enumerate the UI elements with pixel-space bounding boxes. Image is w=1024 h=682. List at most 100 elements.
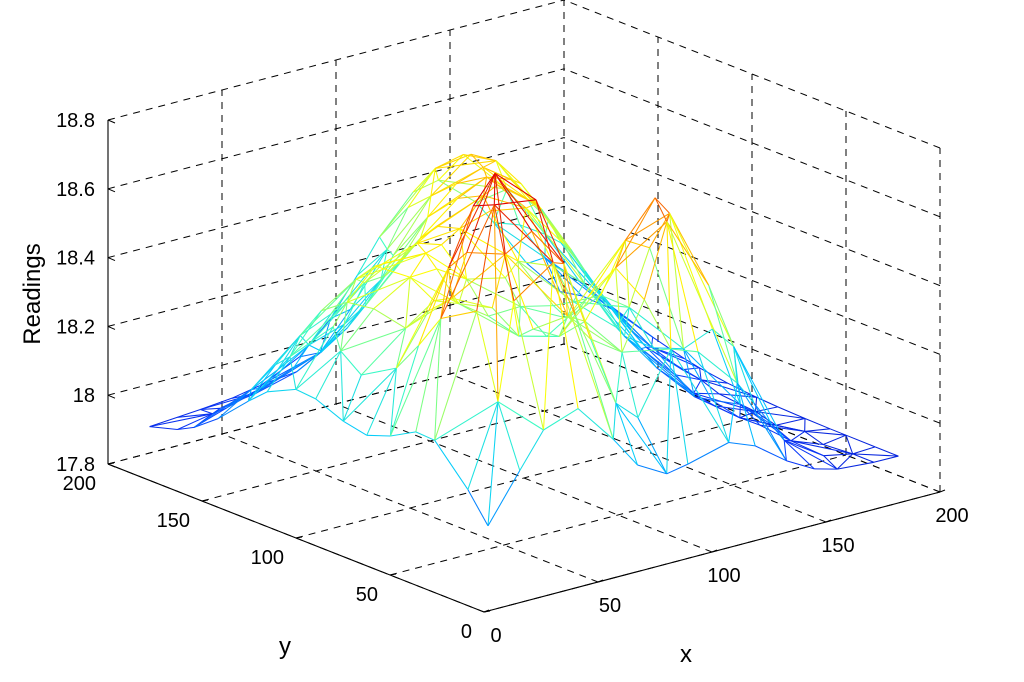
mesh-edge [666, 348, 672, 474]
mesh-edge [332, 302, 348, 327]
mesh-edge [458, 278, 467, 304]
mesh-edge [823, 434, 847, 445]
x-tick-label: 150 [821, 535, 854, 557]
mesh-edge [590, 338, 623, 353]
mesh-edge [687, 442, 729, 465]
mesh-edge [714, 405, 741, 419]
x-tick-label: 200 [935, 505, 968, 527]
mesh-edge [756, 396, 779, 408]
mesh-edge [395, 328, 407, 369]
mesh-edge [532, 328, 560, 337]
mesh-edge [614, 320, 642, 349]
mesh-edge [425, 252, 438, 270]
grid-line-floor-y [389, 454, 847, 576]
mesh-edge [623, 307, 630, 337]
mesh-edge [790, 440, 853, 455]
mesh-edge [299, 352, 321, 358]
mesh-edge [389, 368, 397, 437]
mesh-edge [487, 470, 521, 527]
mesh-edge [267, 388, 296, 393]
mesh-edge [494, 172, 565, 264]
mesh-edge [494, 173, 506, 255]
mesh-edge [584, 267, 617, 322]
mesh-edge [563, 243, 586, 272]
mesh-edge [740, 403, 792, 442]
y-tick-mark [389, 573, 397, 576]
mesh-edge [518, 306, 521, 337]
mesh-edge [544, 257, 611, 309]
mesh-edge [554, 265, 585, 284]
mesh-edge [441, 228, 461, 246]
mesh-edge [247, 356, 291, 402]
mesh-edge [852, 453, 899, 457]
mesh-edge [386, 207, 409, 250]
mesh-edge [493, 204, 515, 302]
mesh-edge [409, 252, 427, 278]
mesh-edge [697, 351, 730, 443]
mesh-edge [373, 276, 411, 310]
mesh-edge [360, 327, 406, 376]
mesh-edge [790, 430, 805, 442]
mesh-edge [430, 153, 472, 197]
mesh-edge [340, 350, 362, 376]
mesh-edge [612, 403, 617, 440]
grid-line-back-z [107, 343, 565, 465]
mesh-edge [277, 335, 301, 370]
mesh-edge [497, 184, 527, 209]
mesh-edge [355, 252, 426, 280]
y-tick-label: 200 [63, 473, 96, 495]
mesh-edge [535, 199, 554, 263]
mesh-edge [669, 213, 710, 286]
mesh-edge [504, 230, 533, 255]
mesh-edge [466, 278, 521, 307]
mesh-edge [177, 409, 201, 418]
mesh-edge [739, 404, 741, 418]
mesh-edge [666, 221, 672, 350]
mesh-edge [435, 153, 472, 169]
mesh-edge [356, 248, 388, 276]
mesh-edge [295, 350, 342, 390]
mesh-edge [330, 248, 388, 319]
mesh-edge [346, 279, 357, 303]
mesh-edge [683, 348, 741, 405]
x-tick-label: 50 [599, 595, 621, 617]
mesh-edge [409, 268, 437, 278]
grid-line-side-z [563, 205, 941, 355]
mesh-edge [637, 348, 672, 418]
z-tick-label: 18 [73, 385, 95, 407]
mesh-edge [700, 379, 757, 398]
mesh-edge [330, 282, 365, 315]
mesh-edge [786, 460, 815, 470]
mesh-edge [544, 219, 549, 235]
mesh-edge [649, 247, 684, 349]
grid-line-back-z [107, 68, 565, 190]
mesh-edge [563, 263, 576, 316]
grid-line-side-z [563, 274, 941, 424]
mesh-edge [289, 326, 334, 358]
mesh-edge [683, 328, 713, 350]
mesh-edge [504, 254, 534, 330]
mesh-edge [733, 346, 755, 404]
mesh-edge [440, 310, 477, 320]
mesh-edge [435, 160, 497, 169]
mesh-edge [497, 300, 515, 402]
mesh-edge [777, 406, 806, 419]
mesh-edge [456, 176, 487, 185]
mesh-edge [621, 348, 671, 353]
mesh-edge [600, 294, 630, 308]
mesh-edge [488, 315, 519, 337]
tick-labels: 05010015020005010015020017.81818.218.418… [56, 110, 969, 647]
mesh-edge [504, 277, 521, 307]
mesh-edge [666, 463, 689, 475]
z-tick-mark [107, 257, 116, 262]
mesh-edge [308, 313, 332, 346]
mesh-edge [436, 268, 460, 304]
mesh-edge [447, 267, 453, 299]
mesh-edge [365, 275, 386, 306]
mesh-edge [587, 267, 616, 298]
mesh-edge [518, 328, 534, 337]
mesh-edge [615, 307, 630, 328]
mesh-edge [497, 401, 544, 431]
mesh-edge [473, 204, 495, 207]
mesh-edge [625, 212, 670, 241]
